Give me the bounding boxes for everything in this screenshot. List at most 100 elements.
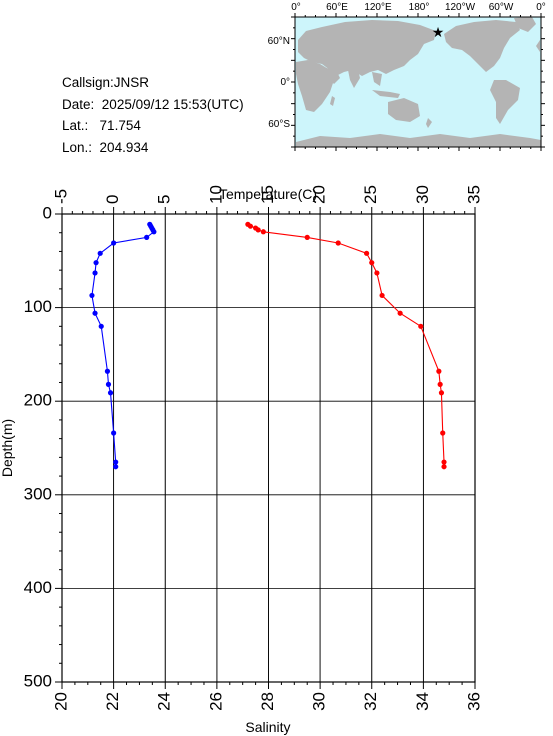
map-label-60w: 60°W (489, 2, 514, 13)
star-icon: ★ (432, 24, 445, 40)
temperature-tick-label: 25 (361, 185, 380, 204)
callsign-value: JNSR (113, 75, 150, 90)
salinity-data-point (255, 227, 261, 233)
data-series (89, 221, 447, 470)
map-label-eq: 0° (280, 77, 290, 88)
depth-tick-label: 100 (24, 297, 52, 316)
salinity-data-point (247, 223, 254, 229)
europe-west-land (536, 40, 540, 52)
salinity-data-point (374, 270, 380, 276)
temperature-data-point (107, 390, 114, 396)
lon-value: 204.934 (99, 139, 149, 155)
temperature-data-point (97, 250, 103, 256)
salinity-data-point (335, 240, 341, 246)
salinity-tick-label: 36 (464, 692, 483, 711)
date-label: Date: (62, 96, 95, 112)
temperature-tick-label: 5 (155, 195, 174, 204)
temperature-data-point (98, 323, 104, 329)
salinity-tick-label: 30 (310, 692, 329, 711)
lat-label: Lat.: (62, 118, 89, 133)
temperature-tick-label: 15 (258, 185, 277, 204)
temperature-tick-label: 30 (413, 185, 432, 204)
new-zealand-land (426, 118, 432, 128)
map-ticks (291, 13, 545, 151)
salinity-axis-title: Salinity (245, 719, 290, 735)
map-label-60s: 60°S (268, 119, 290, 130)
salinity-data-point (260, 229, 266, 235)
date-line: Date: 2025/09/12 15:53(UTC) (62, 94, 244, 116)
temperature-tick-labels: -5 0 5 10 15 20 25 30 35 (51, 185, 483, 204)
temperature-data-point (92, 310, 98, 316)
india-land (348, 70, 360, 88)
temperature-data-point (144, 234, 150, 240)
salinity-tick-label: 22 (103, 692, 122, 711)
salinity-data-point (363, 250, 370, 256)
se-asia-land (372, 72, 382, 86)
salinity-data-point (379, 292, 385, 299)
temperature-tick-label: 0 (103, 195, 122, 204)
temperature-data-point (92, 270, 98, 276)
salinity-tick-label: 32 (361, 692, 380, 711)
chart-grid (62, 214, 475, 682)
temperature-data-point (89, 292, 95, 299)
temperature-data-point (111, 240, 117, 246)
lon-line: Lon.: 204.934 (62, 137, 244, 159)
world-map: 0° 60°E 120°E 180° 120°W 60°W 0° 60°N 0°… (268, 2, 546, 151)
salinity-data-point (440, 430, 446, 436)
map-land (296, 17, 541, 147)
salinity-tick-label: 34 (413, 692, 432, 711)
depth-tick-label: 400 (24, 578, 52, 597)
temperature-data-point (111, 430, 117, 436)
salinity-data-point (437, 381, 443, 387)
temperature-data-point (104, 368, 111, 374)
madagascar-land (330, 96, 335, 106)
japan-land (400, 50, 408, 62)
map-top-labels: 0° 60°E 120°E 180° 120°W 60°W 0° (291, 2, 546, 13)
temperature-tick-label: 35 (464, 185, 483, 204)
depth-tick-label: 500 (24, 671, 52, 690)
salinity-data-point (304, 234, 310, 240)
callsign-line: Callsign:JNSR (62, 72, 244, 94)
north-america-land (444, 20, 520, 72)
greenland-land (514, 17, 536, 32)
salinity-data-point (369, 260, 375, 266)
lat-line: Lat.: 71.754 (62, 115, 244, 137)
salinity-tick-label: 28 (258, 692, 277, 711)
map-label-0e: 0° (291, 2, 301, 13)
antarctica-land (296, 134, 541, 147)
indonesia-land (372, 90, 400, 98)
salinity-tick-labels: 20 22 24 26 28 30 32 34 36 (51, 692, 483, 711)
temperature-tick-label: -5 (51, 189, 70, 204)
lat-value: 71.754 (99, 118, 141, 133)
temperature-profile-line (91, 224, 155, 467)
salinity-tick-label: 24 (155, 692, 174, 711)
salinity-tick-label: 20 (51, 692, 70, 711)
map-label-60n: 60°N (268, 36, 290, 47)
temperature-tick-label: 10 (206, 185, 225, 204)
map-label-180: 180° (409, 2, 430, 13)
temperature-data-point (105, 381, 112, 387)
salinity-data-point (441, 464, 447, 470)
axis-ticks (55, 207, 476, 689)
map-label-0w: 0° (536, 2, 546, 13)
depth-axis-title: Depth(m) (0, 419, 15, 477)
salinity-data-point (418, 323, 424, 329)
salinity-data-point (441, 459, 447, 465)
salinity-data-point (397, 310, 403, 316)
australia-land (388, 98, 420, 122)
temperature-data-point (93, 260, 99, 266)
arabia-land (326, 68, 340, 84)
depth-tick-label: 300 (24, 484, 52, 503)
depth-tick-label: 0 (43, 203, 52, 222)
map-label-120w: 120°W (445, 2, 476, 13)
map-label-120e: 120°E (364, 2, 392, 13)
salinity-data-point (438, 390, 445, 396)
temperature-axis-title: Temperature(C) (219, 186, 317, 202)
temperature-data-point (113, 464, 119, 470)
temperature-data-point (151, 229, 157, 235)
callsign-label: Callsign: (62, 75, 114, 90)
salinity-tick-label: 26 (206, 692, 225, 711)
map-left-labels: 60°N 0° 60°S (268, 36, 291, 130)
depth-tick-labels: 0 100 200 300 400 500 (24, 203, 52, 690)
